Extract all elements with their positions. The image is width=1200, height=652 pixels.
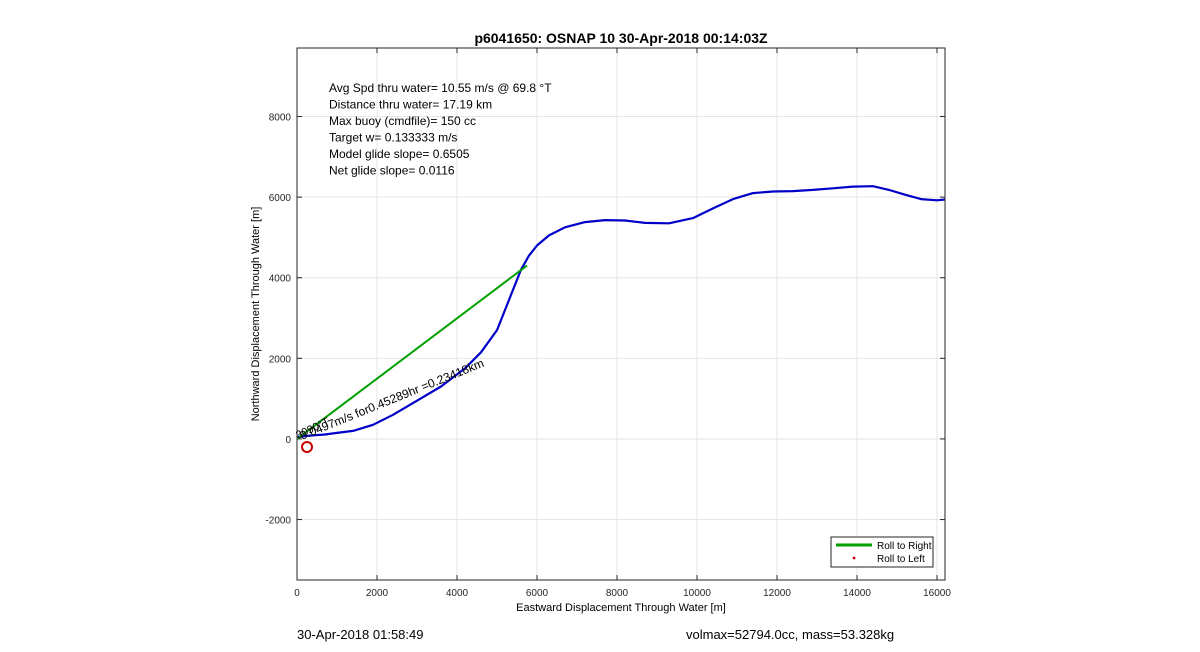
stats-line: Model glide slope= 0.6505 [329,147,470,161]
stats-line: Avg Spd thru water= 10.55 m/s @ 69.8 °T [329,81,552,95]
stats-line: Net glide slope= 0.0116 [329,164,455,178]
x-tick-label: 16000 [923,588,951,599]
y-tick-label: 0 [285,435,291,446]
y-tick-label: 6000 [269,193,292,204]
y-tick-label: -2000 [265,516,291,527]
series-line-track [297,185,945,438]
stats-line: Target w= 0.133333 m/s [329,131,457,145]
y-axis-label: Northward Displacement Through Water [m] [250,207,262,422]
x-tick-label: 0 [294,588,300,599]
x-tick-label: 12000 [763,588,791,599]
x-tick-label: 6000 [526,588,549,599]
series-line-roll-to-right [297,264,528,440]
x-tick-label: 14000 [843,588,871,599]
x-tick-label: 4000 [446,588,469,599]
stats-line: Distance thru water= 17.19 km [329,98,492,112]
footer-timestamp: 30-Apr-2018 01:58:49 [297,627,424,642]
plot-frame [296,47,946,581]
x-tick-label: 8000 [606,588,629,599]
legend-swatch-roll-left [852,556,856,560]
legend-label-roll-right: Roll to Right [877,541,932,552]
plot-area [297,48,945,580]
y-tick-label: 4000 [269,274,292,285]
chart-title: p6041650: OSNAP 10 30-Apr-2018 00:14:03Z [474,30,768,46]
grid-lines [296,48,945,580]
stats-line: Max buoy (cmdfile)= 150 cc [329,114,476,128]
y-tick-label: 2000 [269,354,292,365]
axis-ticks: 0 2000 4000 6000 8000 10000 12000 14000 16000 -20… [265,48,951,599]
marker-roll-to-left [301,441,313,453]
legend: Roll to Right Roll to Left [830,536,934,568]
legend-label-roll-left: Roll to Left [877,554,925,565]
y-tick-label: 8000 [269,113,292,124]
stats-annotation: Avg Spd thru water= 10.55 m/s @ 69.8 °T D… [329,81,552,178]
legend-box [830,536,934,568]
data-series [297,185,945,453]
x-tick-label: 10000 [683,588,711,599]
footer-volmax-mass: volmax=52794.0cc, mass=53.328kg [686,627,895,642]
x-axis-label: Eastward Displacement Through Water [m] [516,602,726,614]
x-tick-label: 2000 [366,588,389,599]
